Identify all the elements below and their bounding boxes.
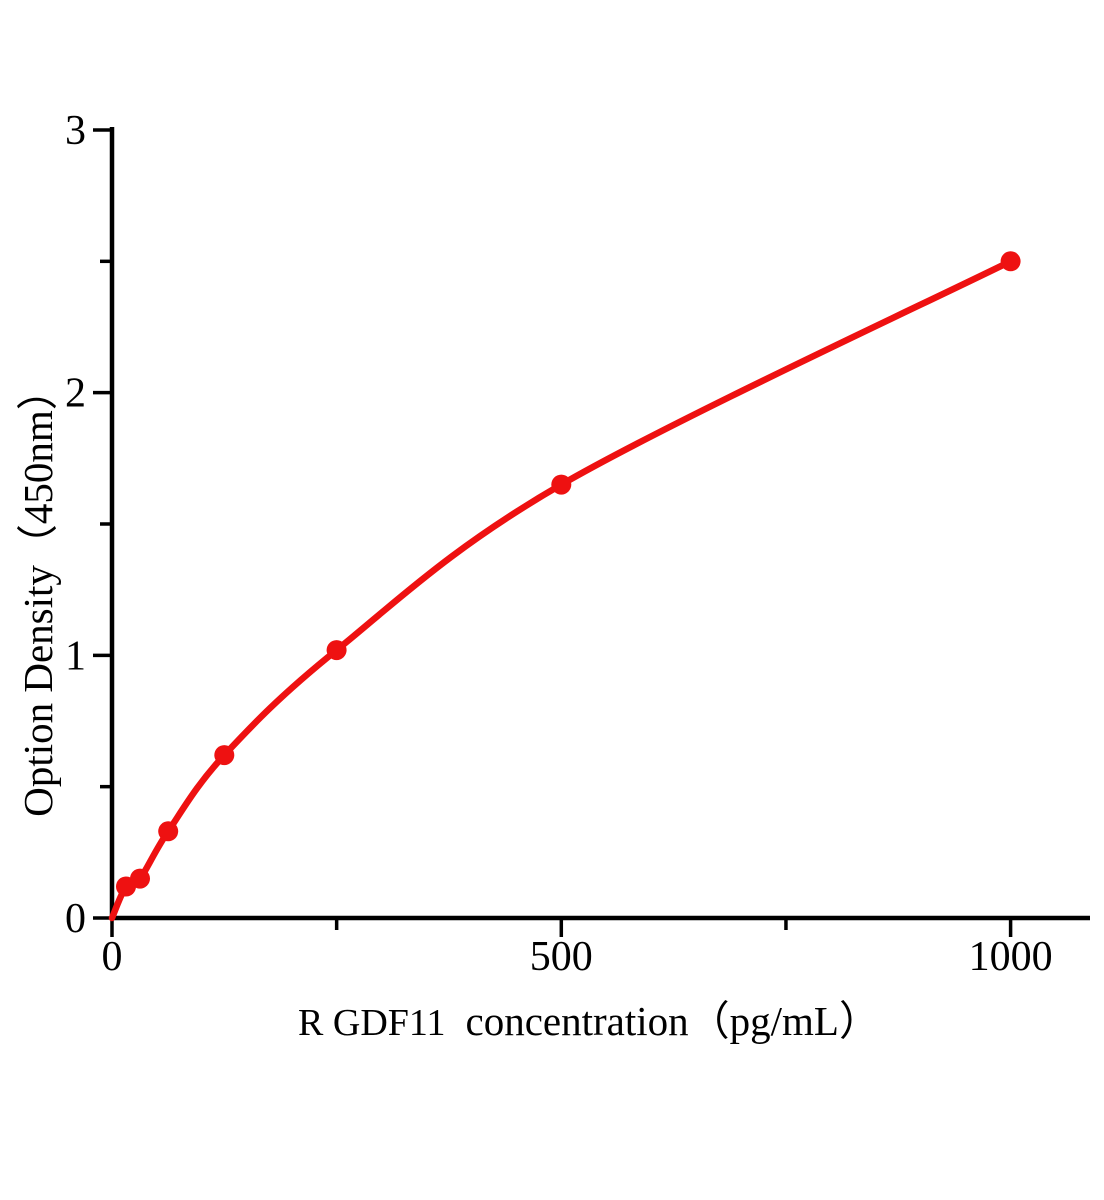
y-tick-label: 0 — [65, 896, 86, 942]
x-axis-label-main: concentration（pg/mL） — [466, 998, 880, 1044]
x-tick-label: 500 — [530, 934, 593, 980]
y-tick-label: 3 — [65, 108, 86, 154]
data-point-marker — [158, 821, 179, 842]
x-tick-label: 0 — [102, 934, 123, 980]
x-axis-label: R GDF11 concentration（pg/mL） — [298, 998, 880, 1044]
data-point-marker — [1000, 251, 1021, 272]
x-axis-label-prefix: R GDF11 — [298, 1002, 445, 1044]
standard-curve-line — [108, 258, 1014, 922]
y-tick-label: 1 — [65, 633, 86, 679]
data-point-marker — [214, 745, 235, 766]
data-point-marker — [551, 474, 572, 495]
y-tick-label: 2 — [65, 371, 86, 417]
data-point-marker — [130, 868, 150, 889]
data-point-marker — [326, 640, 347, 661]
x-tick-label: 1000 — [969, 934, 1053, 980]
y-axis-label: Option Density（450nm） — [15, 369, 61, 817]
